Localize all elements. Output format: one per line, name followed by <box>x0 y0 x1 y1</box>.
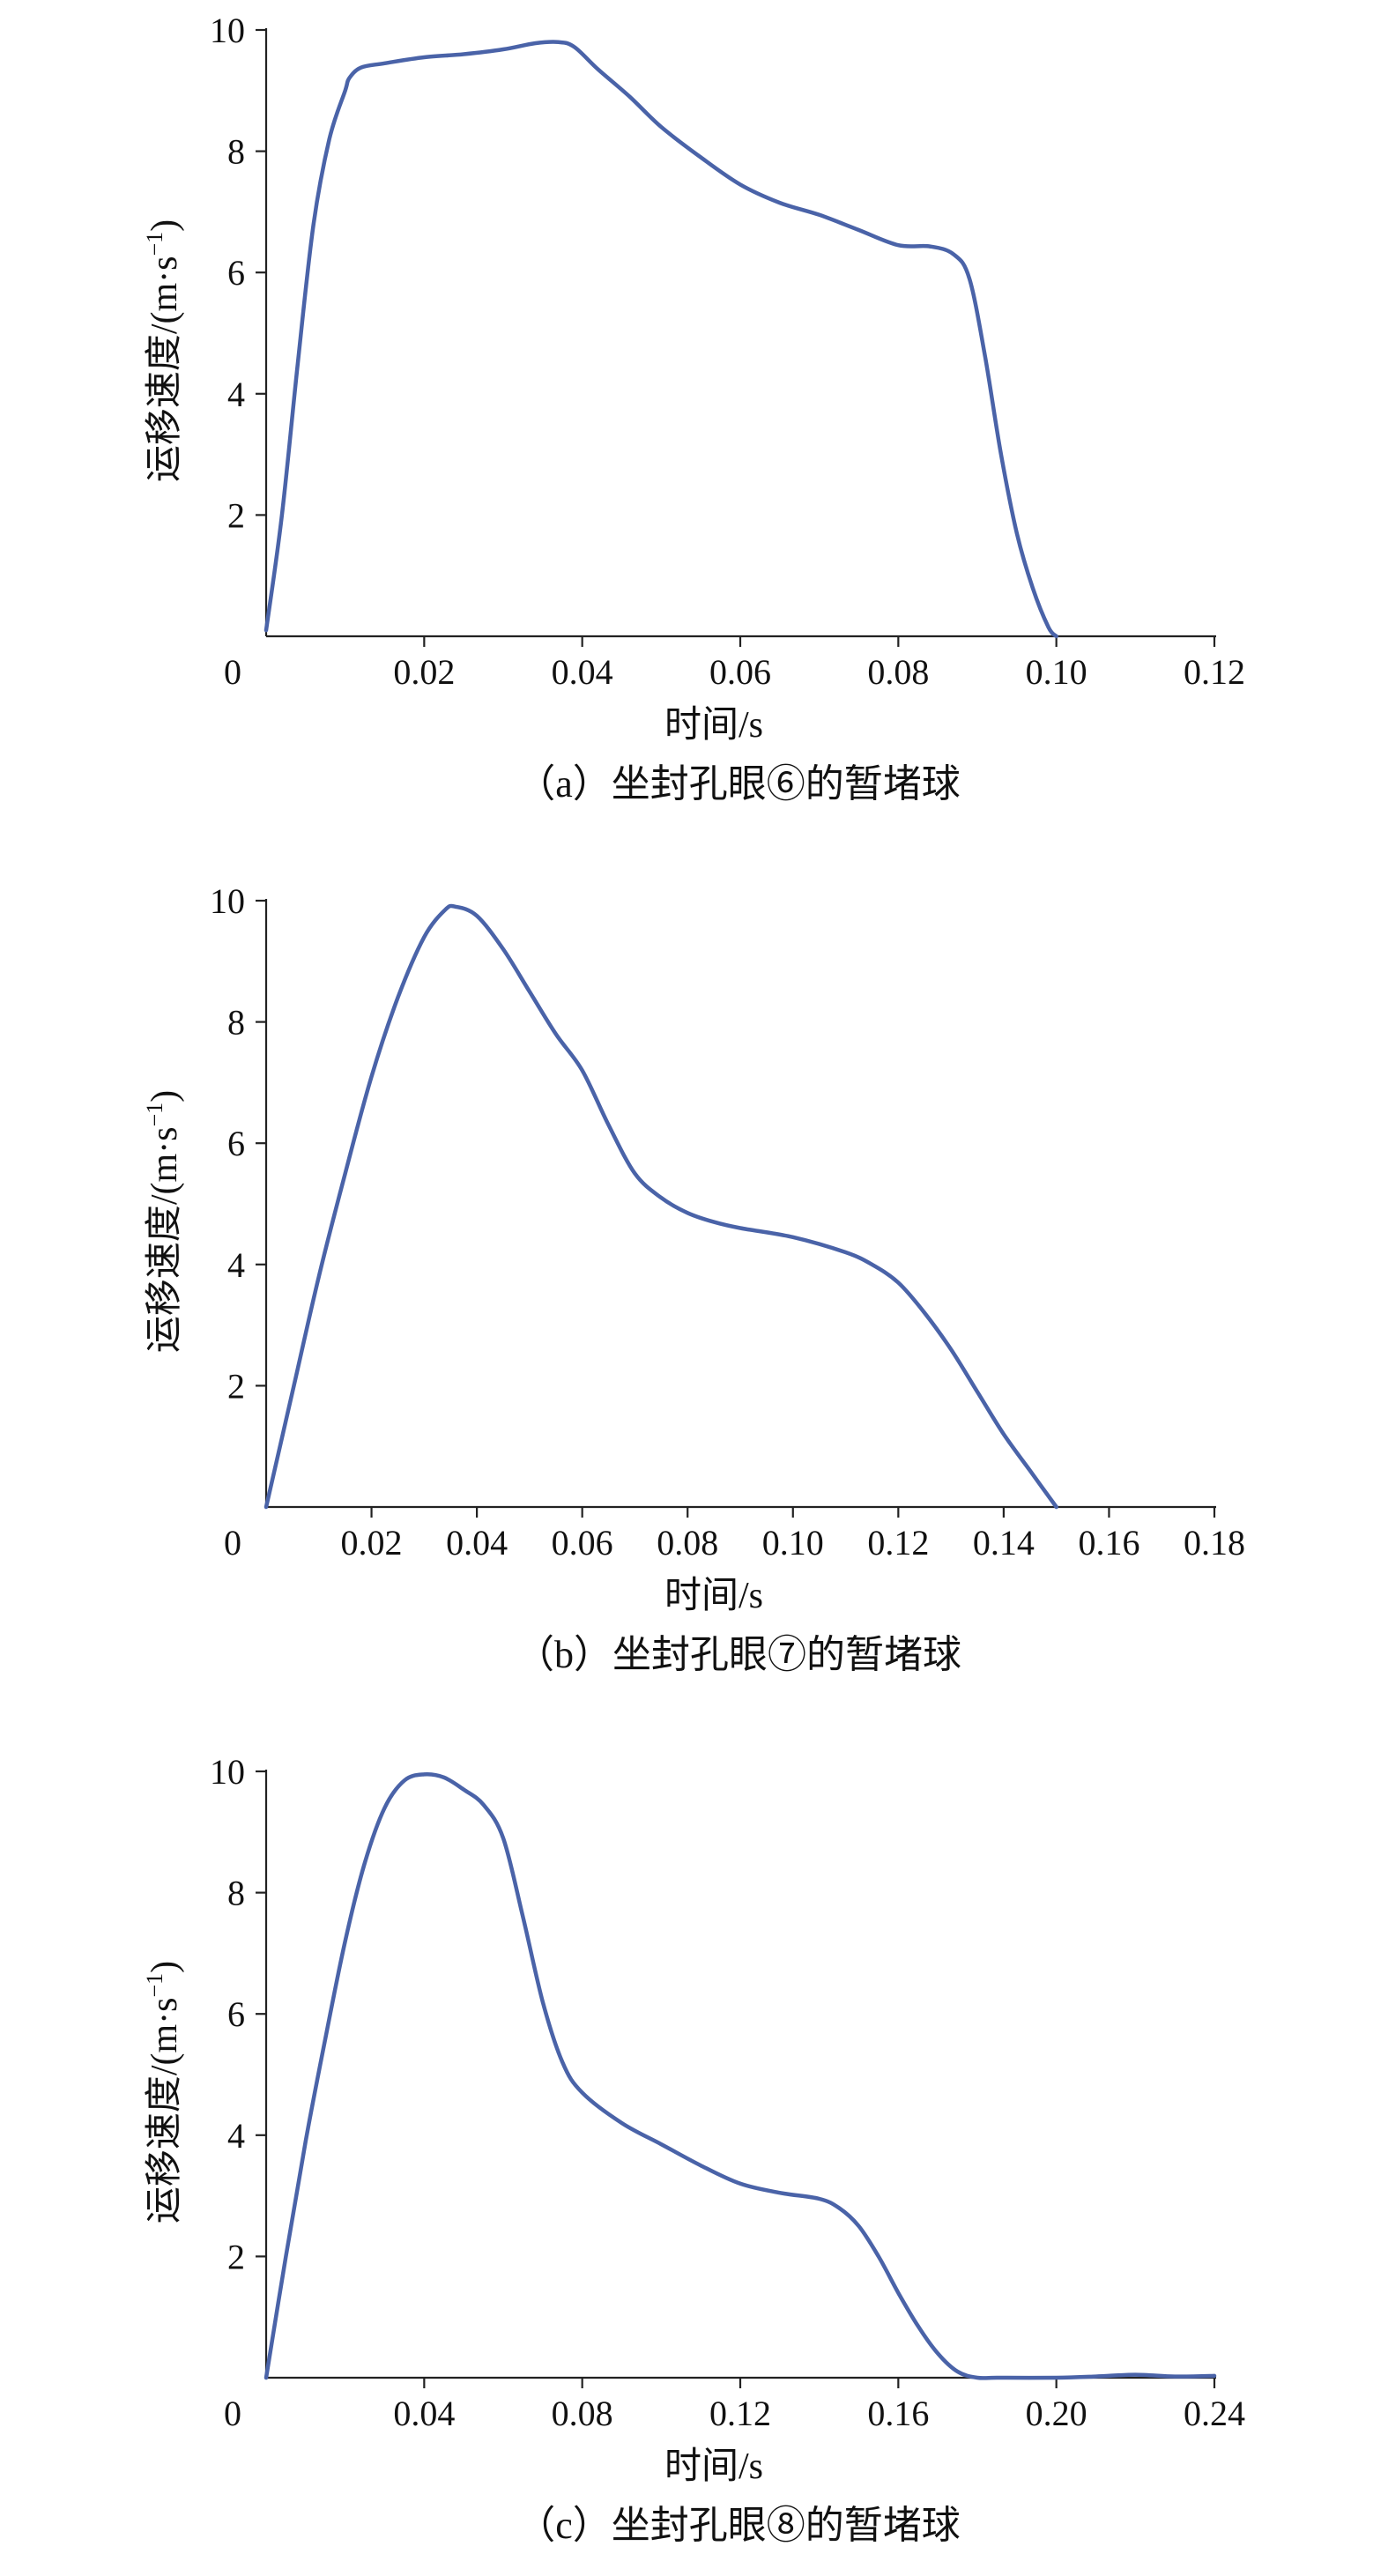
chart-c-y-tick-label: 6 <box>227 1994 245 2034</box>
chart-b-y-tick-label: 8 <box>227 1003 245 1043</box>
chart-b-x-tick-label: 0.16 <box>1078 1523 1139 1563</box>
chart-b-origin-label: 0 <box>224 1523 241 1563</box>
chart-b-y-axis-label-close: ) <box>145 1090 185 1102</box>
chart-c-x-ticks: 0.04 0.08 0.12 0.16 0.20 0.24 <box>393 2378 1245 2433</box>
chart-b-y-tick-label: 4 <box>227 1245 245 1285</box>
chart-a-x-tick-label: 0.02 <box>393 652 455 692</box>
chart-a-y-axis-label-close: ) <box>145 219 185 232</box>
chart-c-y-tick-label: 8 <box>227 1874 245 1913</box>
chart-c-x-tick-label: 0.24 <box>1184 2394 1245 2433</box>
chart-a-y-axis-label-text: 运移速度/(m·s <box>145 256 185 483</box>
chart-c-x-tick-label: 0.16 <box>867 2394 929 2433</box>
chart-panel-c: 0.04 0.08 0.12 0.16 0.20 0.24 2 4 6 8 10 0 时间/s 运… <box>142 1752 1245 2547</box>
chart-c-series-line <box>263 1772 1217 2380</box>
chart-b-series-line <box>263 903 1058 1510</box>
chart-b-y-tick-label: 10 <box>210 881 245 921</box>
chart-c-origin-label: 0 <box>224 2394 241 2433</box>
chart-b-x-tick-label: 0.12 <box>867 1523 929 1563</box>
chart-b-x-tick-label: 0.18 <box>1184 1523 1245 1563</box>
chart-b-y-axis-label-sup: −1 <box>142 1102 167 1127</box>
chart-a-y-axis-label: 运移速度/(m·s−1) <box>142 219 185 482</box>
chart-b-x-tick-label: 0.06 <box>552 1523 613 1563</box>
chart-a-x-tick-label: 0.12 <box>1184 652 1245 692</box>
chart-a-y-ticks: 2 4 6 8 10 <box>210 11 266 535</box>
chart-a-x-tick-label: 0.10 <box>1026 652 1087 692</box>
chart-b-x-tick-label: 0.10 <box>762 1523 824 1563</box>
chart-panel-b: 0.02 0.04 0.06 0.08 0.10 0.12 0.14 0.16 0.18 2 4 6… <box>142 881 1245 1676</box>
chart-c-y-ticks: 2 4 6 8 10 <box>210 1752 266 2276</box>
chart-c-x-tick-label: 0.08 <box>552 2394 613 2433</box>
chart-a-y-tick-label: 8 <box>227 132 245 172</box>
chart-a-x-tick-label: 0.08 <box>867 652 929 692</box>
chart-b-y-axis-label: 运移速度/(m·s−1) <box>142 1090 185 1353</box>
chart-b-y-tick-label: 2 <box>227 1366 245 1406</box>
chart-b-x-tick-label: 0.08 <box>657 1523 718 1563</box>
chart-b-y-axis-label-text: 运移速度/(m·s <box>145 1127 185 1354</box>
chart-a-y-tick-label: 10 <box>210 11 245 50</box>
chart-b-x-ticks: 0.02 0.04 0.06 0.08 0.10 0.12 0.14 0.16 0.18 <box>341 1507 1245 1563</box>
chart-b-caption: （b）坐封孔眼⑦的暂堵球 <box>516 1633 961 1676</box>
chart-c-y-axis-label: 运移速度/(m·s−1) <box>142 1961 185 2223</box>
chart-a-origin-label: 0 <box>224 652 241 692</box>
chart-b-x-tick-label: 0.04 <box>446 1523 508 1563</box>
chart-c-x-axis-label-text: 时间/s <box>664 2446 763 2487</box>
chart-a-x-axis-label: 时间/s <box>664 705 763 746</box>
chart-c-caption: （c）坐封孔眼⑧的暂堵球 <box>516 2504 961 2547</box>
chart-c-x-tick-label: 0.20 <box>1026 2394 1087 2433</box>
chart-a-y-tick-label: 6 <box>227 253 245 293</box>
chart-a-x-tick-label: 0.04 <box>552 652 613 692</box>
chart-a-x-tick-label: 0.06 <box>709 652 771 692</box>
chart-c-x-tick-label: 0.12 <box>709 2394 771 2433</box>
chart-b-x-tick-label: 0.02 <box>341 1523 403 1563</box>
chart-a-x-ticks: 0.02 0.04 0.06 0.08 0.10 0.12 <box>393 636 1245 692</box>
chart-panel-a: 0.02 0.04 0.06 0.08 0.10 0.12 2 4 6 8 10 0 时间/s 运… <box>142 11 1245 805</box>
chart-b-x-axis-label-text: 时间/s <box>664 1576 763 1616</box>
chart-c-x-axis-label: 时间/s <box>664 2446 763 2487</box>
chart-a-y-tick-label: 4 <box>227 375 245 414</box>
chart-c-y-axis-label-text: 运移速度/(m·s <box>145 1998 185 2224</box>
chart-a-caption: （a）坐封孔眼⑥的暂堵球 <box>516 762 961 805</box>
chart-a-x-axis-label-text: 时间/s <box>664 705 763 746</box>
chart-b-y-tick-label: 6 <box>227 1124 245 1163</box>
chart-a-y-tick-label: 2 <box>227 495 245 535</box>
chart-b-x-tick-label: 0.14 <box>973 1523 1035 1563</box>
chart-c-y-tick-label: 2 <box>227 2237 245 2276</box>
chart-c-x-tick-label: 0.04 <box>393 2394 455 2433</box>
chart-c-y-tick-label: 10 <box>210 1752 245 1792</box>
chart-c-y-axis-label-sup: −1 <box>142 1973 167 1998</box>
chart-c-y-tick-label: 4 <box>227 2116 245 2156</box>
chart-b-y-ticks: 2 4 6 8 10 <box>210 881 266 1406</box>
chart-a-y-axis-label-sup: −1 <box>142 232 167 256</box>
chart-c-y-axis-label-close: ) <box>145 1961 185 1973</box>
chart-a-series-line <box>263 40 1058 639</box>
chart-b-x-axis-label: 时间/s <box>664 1576 763 1616</box>
